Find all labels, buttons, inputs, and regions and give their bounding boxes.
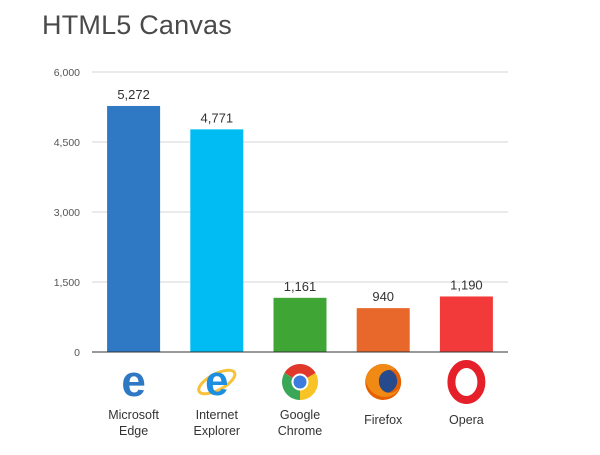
bar [273,297,327,352]
edge-icon: e [121,357,145,406]
bar-value-label: 5,272 [117,87,150,102]
svg-text:e: e [121,357,145,406]
svg-text:e: e [205,357,228,404]
category-labels: Microsoft Edge Internet Explorer Google Chrom… [108,408,484,438]
bar [356,308,410,352]
bar [107,105,161,353]
opera-icon [447,360,486,404]
bar-value-label: 940 [372,289,394,304]
y-tick-label: 3,000 [54,207,80,219]
firefox-icon [365,364,402,400]
y-tick-label: 4,500 [54,137,80,149]
chrome-icon [281,364,318,400]
y-tick-label: 0 [74,347,80,359]
internet-explorer-icon: e [197,357,237,404]
category-label: Microsoft [108,408,159,422]
category-label: Explorer [194,424,241,438]
category-label: Edge [119,424,148,438]
bar [439,296,493,352]
value-labels: 5,272 4,771 1,161 940 1,190 [117,87,482,304]
bar [190,129,244,352]
y-axis-ticks: 0 1,500 3,000 4,500 6,000 [54,67,80,359]
y-tick-label: 1,500 [54,277,80,289]
category-label: Google [280,408,320,422]
chart-title: HTML5 Canvas [42,10,232,40]
category-label: Firefox [364,413,403,427]
bar-value-label: 1,161 [284,279,317,294]
category-label: Chrome [278,424,323,438]
bar-value-label: 1,190 [450,277,483,292]
gridlines [92,71,508,283]
y-tick-label: 6,000 [54,67,80,79]
category-label: Opera [449,413,484,427]
bars [107,105,493,353]
bar-value-label: 4,771 [201,110,234,125]
category-label: Internet [196,408,239,422]
